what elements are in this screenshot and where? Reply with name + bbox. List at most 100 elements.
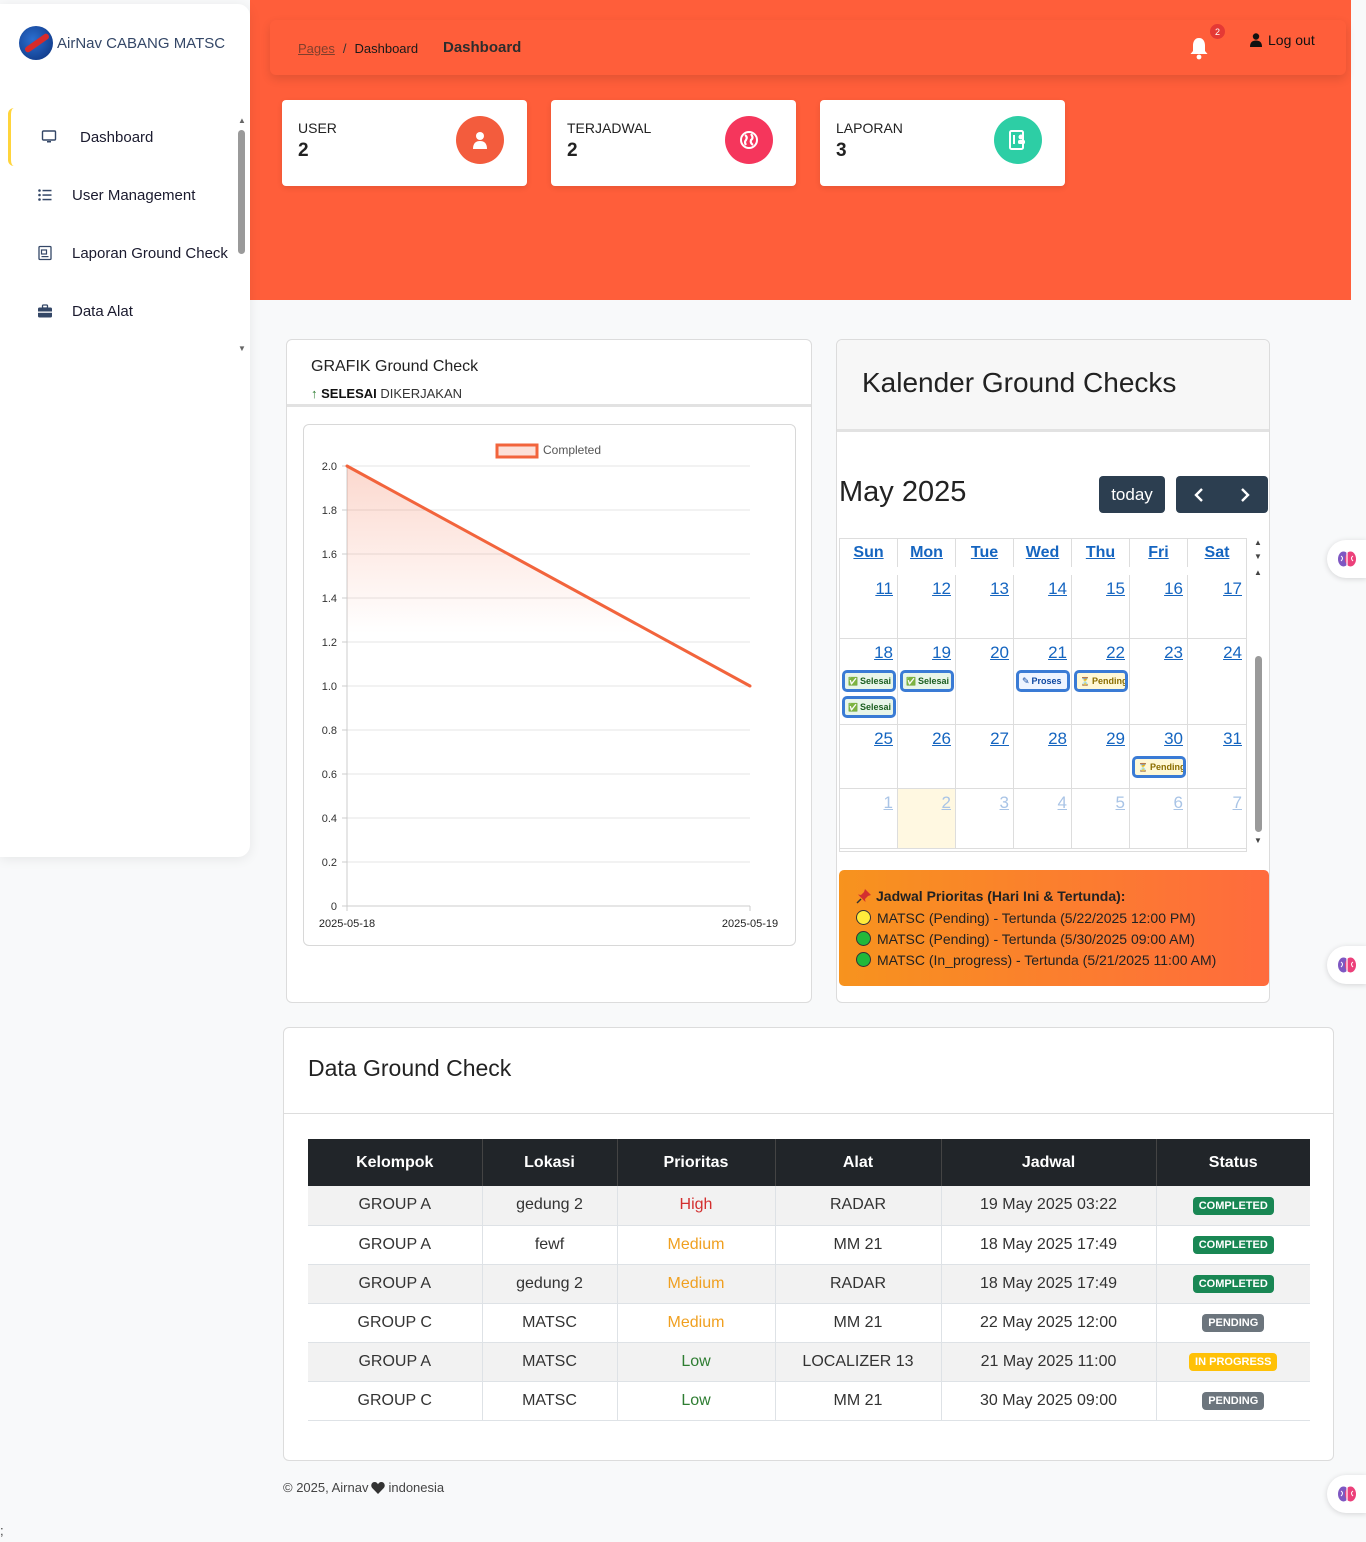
- calendar-day-number[interactable]: 21: [1048, 643, 1067, 662]
- priority-item[interactable]: MATSC (Pending) - Tertunda (5/30/2025 09…: [856, 928, 1269, 949]
- calendar-day-cell[interactable]: 31: [1188, 725, 1246, 789]
- scroll-down-icon[interactable]: ▼: [1254, 552, 1262, 561]
- priority-item[interactable]: MATSC (In_progress) - Tertunda (5/21/202…: [856, 949, 1269, 970]
- weekday-header[interactable]: Mon: [898, 539, 956, 567]
- scroll-up-icon[interactable]: ▲: [1254, 568, 1262, 577]
- calendar-event[interactable]: ✅ Selesai: [900, 670, 954, 692]
- brand[interactable]: AirNav CABANG MATSC: [19, 26, 225, 60]
- weekday-header[interactable]: Wed: [1014, 539, 1072, 567]
- calendar-day-cell[interactable]: 4: [1014, 789, 1072, 849]
- calendar-day-cell[interactable]: 28: [1014, 725, 1072, 789]
- bell-icon[interactable]: [1188, 36, 1210, 60]
- calendar-day-number[interactable]: 23: [1164, 643, 1183, 662]
- calendar-day-number[interactable]: 1: [883, 793, 893, 812]
- calendar-day-cell[interactable]: 24: [1188, 639, 1246, 725]
- ai-assistant-button[interactable]: [1327, 1475, 1366, 1513]
- calendar-day-number[interactable]: 4: [1057, 793, 1067, 812]
- breadcrumb-pages-link[interactable]: Pages: [298, 41, 335, 56]
- scroll-down-icon[interactable]: ▼: [238, 344, 246, 353]
- calendar-day-cell[interactable]: 1: [840, 789, 898, 849]
- calendar-day-cell[interactable]: 2: [898, 789, 956, 849]
- calendar-day-cell[interactable]: 12: [898, 575, 956, 639]
- calendar-day-number[interactable]: 18: [874, 643, 893, 662]
- calendar-day-number[interactable]: 15: [1106, 579, 1125, 598]
- next-month-button[interactable]: [1222, 476, 1268, 513]
- calendar-day-cell[interactable]: 17: [1188, 575, 1246, 639]
- calendar-day-number[interactable]: 25: [874, 729, 893, 748]
- sidebar-item-user-management[interactable]: User Management: [0, 166, 236, 224]
- calendar-day-cell[interactable]: 13: [956, 575, 1014, 639]
- calendar-day-number[interactable]: 17: [1223, 579, 1242, 598]
- calendar-day-number[interactable]: 28: [1048, 729, 1067, 748]
- calendar-day-cell[interactable]: 19 ✅ Selesai: [898, 639, 956, 725]
- calendar-day-number[interactable]: 26: [932, 729, 951, 748]
- calendar-day-cell[interactable]: 7: [1188, 789, 1246, 849]
- calendar-event[interactable]: ⏳ Pending: [1132, 756, 1186, 778]
- calendar-day-cell[interactable]: 25: [840, 725, 898, 789]
- calendar-day-cell[interactable]: 6: [1130, 789, 1188, 849]
- calendar-event[interactable]: ✅ Selesai: [842, 670, 896, 692]
- calendar-card-title: Kalender Ground Checks: [862, 367, 1177, 398]
- calendar-day-number[interactable]: 20: [990, 643, 1009, 662]
- scroll-thumb[interactable]: [238, 130, 245, 254]
- calendar-day-number[interactable]: 7: [1232, 793, 1242, 812]
- calendar-day-cell[interactable]: 5: [1072, 789, 1130, 849]
- stat-value: 2: [298, 140, 309, 161]
- ai-assistant-button[interactable]: [1327, 540, 1366, 578]
- calendar-day-cell[interactable]: 15: [1072, 575, 1130, 639]
- calendar-day-cell[interactable]: 18 ✅ Selesai ✅ Selesai: [840, 639, 898, 725]
- sidebar-scrollbar[interactable]: ▲ ▼: [236, 116, 248, 354]
- calendar-day-cell[interactable]: 16: [1130, 575, 1188, 639]
- calendar-day-number[interactable]: 19: [932, 643, 951, 662]
- calendar-day-number[interactable]: 22: [1106, 643, 1125, 662]
- calendar-scrollbar[interactable]: ▲ ▼ ▲ ▼: [1253, 538, 1265, 852]
- calendar-day-number[interactable]: 2: [941, 793, 951, 812]
- calendar-day-number[interactable]: 5: [1115, 793, 1125, 812]
- sidebar-item-data-alat[interactable]: Data Alat: [0, 282, 236, 340]
- calendar-day-number[interactable]: 13: [990, 579, 1009, 598]
- calendar-day-cell[interactable]: 27: [956, 725, 1014, 789]
- calendar-event[interactable]: ⏳ Pending: [1074, 670, 1128, 692]
- calendar-day-cell[interactable]: 11: [840, 575, 898, 639]
- calendar-day-number[interactable]: 31: [1223, 729, 1242, 748]
- priority-item[interactable]: MATSC (Pending) - Tertunda (5/22/2025 12…: [856, 907, 1269, 928]
- calendar-day-number[interactable]: 30: [1164, 729, 1183, 748]
- calendar-day-number[interactable]: 11: [875, 579, 893, 598]
- weekday-header[interactable]: Tue: [956, 539, 1014, 567]
- today-button[interactable]: today: [1099, 476, 1165, 513]
- calendar-event[interactable]: ✅ Selesai: [842, 696, 896, 718]
- ai-assistant-button[interactable]: [1327, 946, 1366, 984]
- scroll-down-icon[interactable]: ▼: [1254, 836, 1262, 845]
- calendar-day-number[interactable]: 6: [1173, 793, 1183, 812]
- scroll-up-icon[interactable]: ▲: [238, 116, 246, 125]
- calendar-day-cell[interactable]: 20: [956, 639, 1014, 725]
- calendar-day-cell[interactable]: 23: [1130, 639, 1188, 725]
- sidebar-item-dashboard[interactable]: Dashboard: [8, 108, 236, 166]
- calendar-day-number[interactable]: 29: [1106, 729, 1125, 748]
- calendar-day-cell[interactable]: 22 ⏳ Pending: [1072, 639, 1130, 725]
- y-tick-label: 0.8: [322, 725, 337, 737]
- calendar-day-cell[interactable]: 3: [956, 789, 1014, 849]
- cell-text: GROUP A: [358, 1235, 432, 1253]
- calendar-day-cell[interactable]: 26: [898, 725, 956, 789]
- calendar-day-number[interactable]: 12: [932, 579, 951, 598]
- prev-month-button[interactable]: [1176, 476, 1222, 513]
- calendar-day-number[interactable]: 16: [1164, 579, 1183, 598]
- calendar-day-cell[interactable]: 21 ✎ Proses: [1014, 639, 1072, 725]
- logout-button[interactable]: Log out: [1250, 32, 1315, 48]
- calendar-day-number[interactable]: 14: [1048, 579, 1067, 598]
- calendar-day-number[interactable]: 24: [1223, 643, 1242, 662]
- weekday-header[interactable]: Fri: [1130, 539, 1188, 567]
- scroll-thumb[interactable]: [1255, 656, 1262, 832]
- calendar-day-number[interactable]: 3: [999, 793, 1009, 812]
- sidebar-item-laporan-ground-check[interactable]: Laporan Ground Check: [0, 224, 236, 282]
- calendar-day-cell[interactable]: 14: [1014, 575, 1072, 639]
- calendar-day-number[interactable]: 27: [990, 729, 1009, 748]
- weekday-header[interactable]: Thu: [1072, 539, 1130, 567]
- weekday-header[interactable]: Sat: [1204, 544, 1230, 561]
- calendar-event[interactable]: ✎ Proses: [1016, 670, 1070, 692]
- weekday-header[interactable]: Sun: [840, 539, 898, 567]
- scroll-up-icon[interactable]: ▲: [1254, 538, 1262, 547]
- calendar-day-cell[interactable]: 29: [1072, 725, 1130, 789]
- calendar-day-cell[interactable]: 30 ⏳ Pending: [1130, 725, 1188, 789]
